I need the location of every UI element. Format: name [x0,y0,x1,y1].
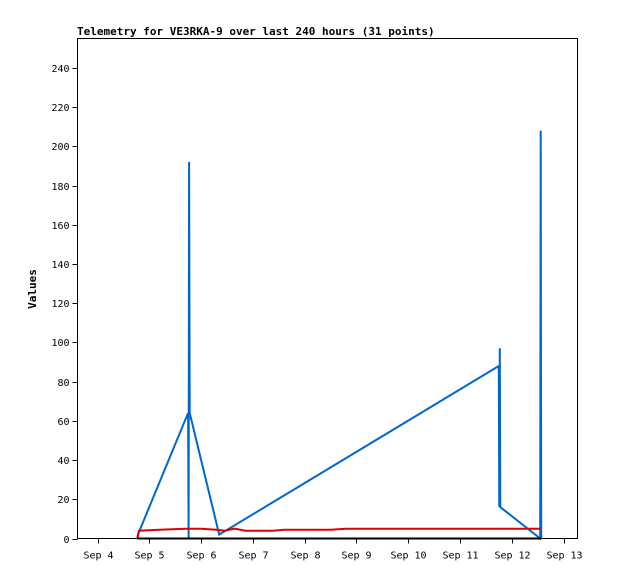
series-line-1 [136,130,543,541]
y-tick-label: 0 [63,535,69,546]
y-tick-label: 120 [51,299,69,310]
y-tick-label: 200 [51,142,69,153]
series-line-2 [136,527,541,539]
y-tick-label: 80 [57,378,69,389]
y-tick-label: 20 [57,495,69,506]
x-tick-label: Sep 6 [186,551,216,562]
x-tick-label: Sep 11 [442,551,478,562]
x-tick-label: Sep 10 [390,551,426,562]
x-tick-label: Sep 9 [341,551,371,562]
x-tick-label: Sep 13 [546,551,582,562]
x-tick-label: Sep 7 [238,551,268,562]
x-tick-label: Sep 5 [134,551,164,562]
y-tick-label: 140 [51,260,69,271]
x-tick-label: Sep 8 [290,551,320,562]
y-tick-label: 160 [51,221,69,232]
y-tick-label: 220 [51,103,69,114]
y-tick-label: 40 [57,456,69,467]
y-tick-label: 100 [51,338,69,349]
y-axis: 0 20 40 60 80 100 120 140 160 180 200 220 240 [51,64,78,546]
y-tick-label: 240 [51,64,69,75]
plot-frame [77,38,578,539]
y-tick-label: 180 [51,182,69,193]
y-axis-label: Values [26,269,39,309]
chart-title: Telemetry for VE3RKA-9 over last 240 hou… [77,25,435,38]
y-tick-label: 60 [57,417,69,428]
series-group [136,130,543,541]
x-axis: Sep 4 Sep 5 Sep 6 Sep 7 Sep 8 Sep 9 Sep 10 Sep … [83,538,583,562]
x-tick-label: Sep 4 [83,551,113,562]
x-tick-label: Sep 12 [494,551,530,562]
